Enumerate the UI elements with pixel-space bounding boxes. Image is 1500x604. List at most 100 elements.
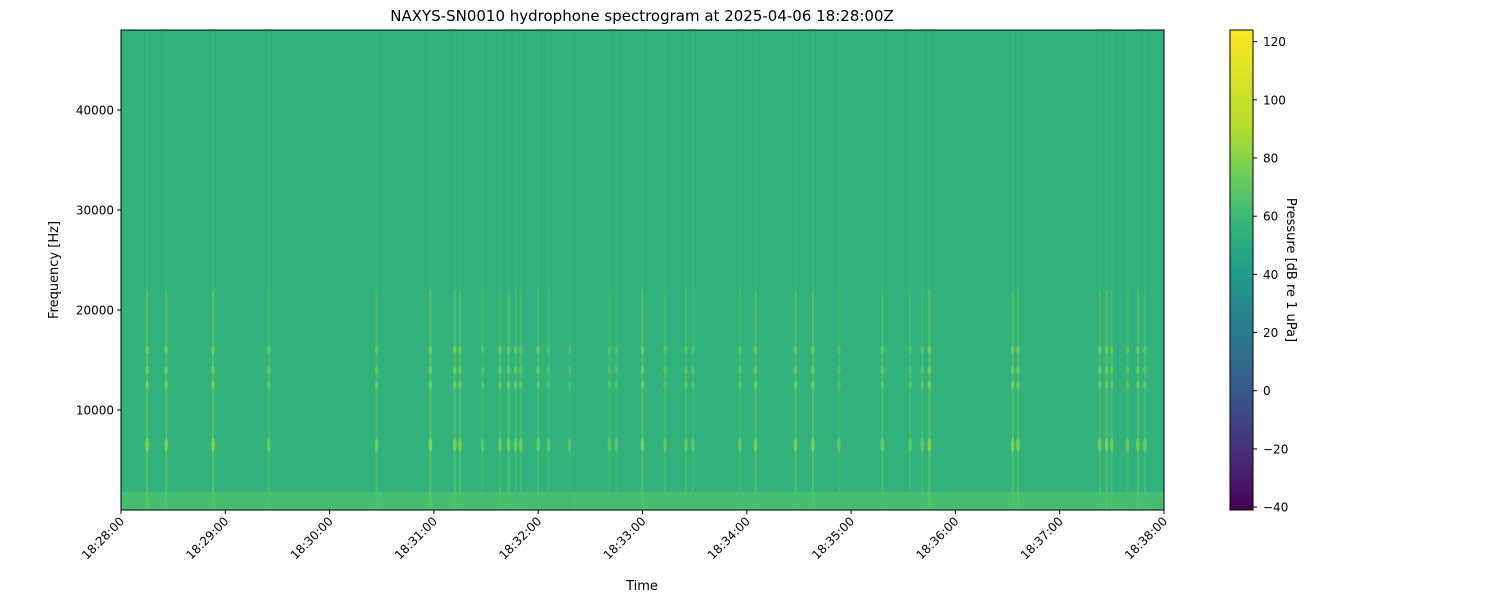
transient-tonal-blob (640, 346, 645, 354)
transient-tonal-blob (266, 438, 271, 452)
transient-stripe (458, 30, 461, 510)
transient-tonal-blob (738, 366, 742, 374)
x-tick-label: 18:34:00 (705, 514, 753, 562)
transient-tonal-blob (1110, 366, 1114, 374)
x-tick-label: 18:29:00 (183, 514, 231, 562)
transient-tonal-blob (480, 381, 485, 389)
transient-tonal-blob (211, 346, 215, 354)
transient-stripe-core (1110, 290, 1113, 510)
transient-tonal-blob (480, 438, 485, 452)
transient-tonal-blob (753, 346, 758, 354)
transient-stripe (794, 30, 797, 510)
y-tick-label: 20000 (76, 304, 114, 318)
transient-stripe-core (458, 290, 461, 510)
colorbar-tick-label: 20 (1263, 326, 1278, 340)
x-tick-label: 18:36:00 (914, 514, 962, 562)
transient-tonal-blob (691, 438, 695, 452)
transient-tonal-blob (1110, 438, 1114, 452)
x-tick-label: 18:31:00 (392, 514, 440, 562)
transient-stripe (641, 30, 644, 510)
transient-tonal-blob (536, 438, 540, 452)
transient-stripe (1143, 30, 1146, 510)
transient-tonal-blob (908, 366, 913, 374)
transient-tonal-blob (211, 381, 215, 389)
transient-stripe-core (684, 290, 687, 510)
transient-tonal-blob (614, 438, 619, 452)
transient-stripe (615, 30, 618, 510)
transient-tonal-blob (614, 366, 619, 374)
transient-tonal-blob (663, 381, 667, 389)
transient-stripe-core (1098, 290, 1101, 510)
transient-tonal-blob (927, 346, 932, 354)
transient-stripe-core (1011, 290, 1014, 510)
transient-tonal-blob (513, 346, 518, 354)
x-axis: 18:28:00 18:29:00 18:30:00 18:31:00 18:32:00… (79, 510, 1170, 562)
transient-tonal-blob (211, 366, 215, 374)
transient-tonal-blob (908, 438, 913, 452)
transient-tonal-blob (458, 366, 462, 374)
transient-stripe (519, 30, 522, 510)
transient-tonal-blob (880, 346, 885, 354)
x-tick-label: 18:38:00 (1122, 514, 1170, 562)
transient-tonal-blob (452, 438, 457, 452)
transient-stripe-core (481, 290, 484, 510)
transient-tonal-blob (536, 366, 540, 374)
transient-stripe-core (568, 290, 571, 510)
transient-stripe (881, 30, 884, 510)
transient-tonal-blob (837, 381, 841, 389)
transient-stripe (1136, 30, 1139, 510)
transient-stripe (481, 30, 484, 510)
transient-stripe-core (608, 290, 611, 510)
transient-stripe (498, 30, 501, 510)
transient-stripe (568, 30, 571, 510)
transient-tonal-blob (452, 381, 457, 389)
transient-stripe (1016, 30, 1019, 510)
transient-tonal-blob (498, 366, 502, 374)
transient-tonal-blob (1104, 366, 1109, 374)
transient-tonal-blob (837, 438, 841, 452)
colorbar (1229, 29, 1254, 511)
transient-tonal-blob (691, 381, 695, 389)
transient-tonal-blob (640, 366, 645, 374)
transient-tonal-blob (145, 366, 149, 374)
transient-stripe-core (1143, 290, 1146, 510)
transient-tonal-blob (513, 381, 518, 389)
transient-tonal-blob (480, 346, 485, 354)
y-axis-label: Frequency [Hz] (47, 221, 62, 319)
transient-stripe-core (165, 290, 168, 510)
colorbar-tick-label: −20 (1263, 442, 1288, 456)
transient-tonal-blob (920, 366, 925, 374)
transient-stripe (165, 30, 168, 510)
transient-tonal-blob (607, 366, 612, 374)
transient-tonal-blob (498, 346, 502, 354)
transient-tonal-blob (738, 438, 742, 452)
x-tick-label: 18:32:00 (496, 514, 544, 562)
transient-tonal-blob (145, 381, 149, 389)
transient-stripe (691, 30, 694, 510)
transient-tonal-blob (1097, 381, 1102, 389)
transient-tonal-blob (1136, 346, 1140, 354)
transient-tonal-blob (753, 381, 758, 389)
transient-tonal-blob (753, 366, 758, 374)
transient-tonal-blob (1097, 346, 1102, 354)
transient-tonal-blob (753, 438, 758, 452)
transient-tonal-blob (614, 381, 619, 389)
transient-tonal-blob (663, 366, 667, 374)
x-tick-label: 18:30:00 (288, 514, 336, 562)
transient-tonal-blob (145, 438, 149, 452)
transient-tonal-blob (1016, 346, 1020, 354)
colorbar-tick-label: 120 (1263, 35, 1286, 49)
transient-stripe (928, 30, 931, 510)
transient-tonal-blob (506, 438, 511, 452)
transient-stripe (921, 30, 924, 510)
transient-tonal-blob (567, 366, 572, 374)
transient-stripe (537, 30, 540, 510)
transient-tonal-blob (145, 346, 149, 354)
transient-tonal-blob (567, 381, 572, 389)
transient-stripe-core (837, 290, 840, 510)
transient-stripe (514, 30, 517, 510)
y-tick-label: 30000 (76, 204, 114, 218)
transient-stripe-core (811, 290, 814, 510)
transient-tonal-blob (880, 381, 885, 389)
